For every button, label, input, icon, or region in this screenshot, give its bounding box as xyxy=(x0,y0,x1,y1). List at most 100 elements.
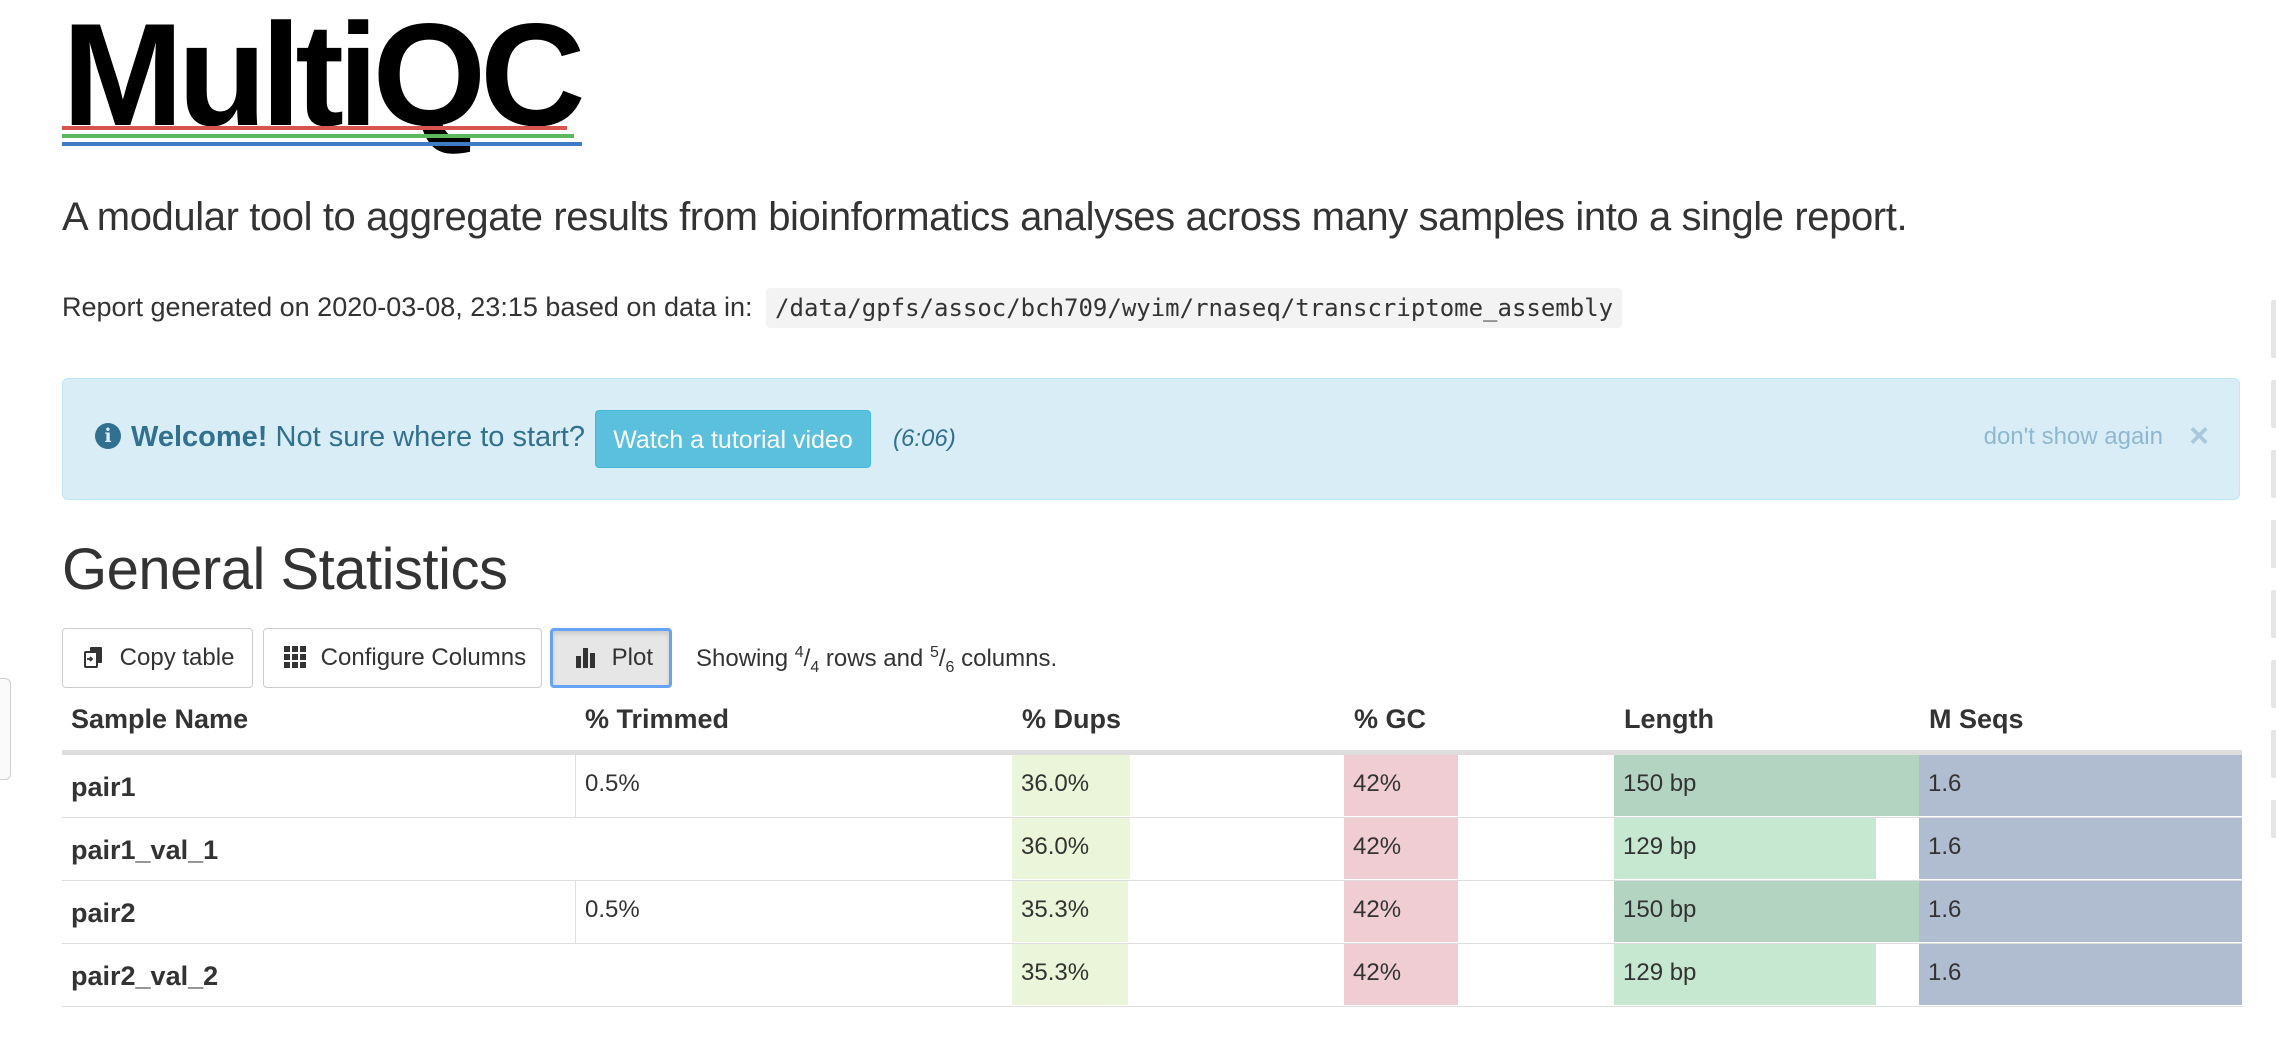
rows-total: 4 xyxy=(810,658,820,676)
length-cell: 150 bp xyxy=(1614,755,1919,817)
welcome-bold: Welcome! xyxy=(131,421,268,453)
length-value: 150 bp xyxy=(1623,770,1697,797)
table-row: pair1 0.5% 36.0% 42% 150 bp 1.6 xyxy=(62,755,2242,818)
welcome-alert: i Welcome! Not sure where to start? Watc… xyxy=(62,378,2240,500)
logo-lines xyxy=(62,126,582,150)
rows-shown: 4 xyxy=(794,644,804,661)
length-bar xyxy=(1614,818,1876,879)
configure-columns-label: Configure Columns xyxy=(320,644,527,671)
table-body: pair1 0.5% 36.0% 42% 150 bp 1.6 pair1_val_1 36.… xyxy=(62,755,2242,1007)
toolbox-handle[interactable] xyxy=(2271,590,2276,638)
mseqs-cell: 1.6 xyxy=(1919,881,2242,943)
sample-name-cell: pair1_val_1 xyxy=(71,835,219,865)
mseqs-value: 1.6 xyxy=(1928,833,1962,860)
logo-text: MultiQC xyxy=(62,0,586,156)
length-cell: 129 bp xyxy=(1614,944,1919,1006)
info-circle-icon: i xyxy=(95,423,121,449)
gc-value: 42% xyxy=(1353,770,1402,797)
report-generated-text: Report generated on 2020-03-08, 23:15 ba… xyxy=(62,292,753,322)
plot-button[interactable]: Plot xyxy=(550,628,672,688)
side-panel-handle[interactable] xyxy=(0,678,11,780)
report-info: Report generated on 2020-03-08, 23:15 ba… xyxy=(62,288,1623,328)
gc-cell: 42% xyxy=(1344,755,1614,817)
dups-value: 36.0% xyxy=(1021,833,1090,860)
tagline: A modular tool to aggregate results from… xyxy=(62,195,1908,239)
copy-icon xyxy=(84,646,102,668)
mseqs-cell: 1.6 xyxy=(1919,755,2242,817)
length-bar xyxy=(1614,944,1876,1005)
close-icon[interactable]: × xyxy=(2189,417,2209,455)
rows-columns-summary: Showing 4/4 rows and 5/6 columns. xyxy=(696,644,1058,676)
general-stats-table: Sample Name % Trimmed % Dups % GC Length… xyxy=(62,698,2242,1007)
trimmed-value: 0.5% xyxy=(585,896,640,923)
toolbox-handle[interactable] xyxy=(2271,450,2276,498)
data-path: /data/gpfs/assoc/bch709/wyim/rnaseq/tran… xyxy=(766,288,1623,328)
gc-value: 42% xyxy=(1353,896,1402,923)
report-page: MultiQC A modular tool to aggregate resu… xyxy=(62,0,2242,1007)
grid-icon xyxy=(284,645,306,668)
toolbox-handle[interactable] xyxy=(2271,520,2276,568)
gc-bar xyxy=(1344,755,1458,816)
sample-name-cell: pair1 xyxy=(71,772,136,802)
dups-cell: 35.3% xyxy=(1012,944,1344,1006)
rows-word: rows and xyxy=(825,645,924,672)
toolbox-handle[interactable] xyxy=(2271,380,2276,428)
copy-table-button[interactable]: Copy table xyxy=(62,628,253,688)
dups-bar xyxy=(1012,881,1128,942)
watch-tutorial-button[interactable]: Watch a tutorial video xyxy=(595,410,871,468)
length-cell: 129 bp xyxy=(1614,818,1919,880)
toolbox-handle[interactable] xyxy=(2271,660,2276,708)
dont-show-again-link[interactable]: don't show again xyxy=(1983,423,2163,450)
header-gc[interactable]: % GC xyxy=(1354,704,1427,734)
gc-value: 42% xyxy=(1353,833,1402,860)
length-bar xyxy=(1614,881,1919,942)
toolbox-handle[interactable] xyxy=(2271,800,2276,838)
configure-columns-button[interactable]: Configure Columns xyxy=(263,628,542,688)
toolbox-handle[interactable] xyxy=(2271,300,2276,358)
sample-name-cell: pair2 xyxy=(71,898,136,928)
toolbox-handle[interactable] xyxy=(2271,730,2276,778)
dups-bar xyxy=(1012,818,1130,879)
sample-name-cell: pair2_val_2 xyxy=(71,961,219,991)
trimmed-cell xyxy=(575,818,1012,880)
cols-word: columns. xyxy=(961,645,1058,672)
gc-cell: 42% xyxy=(1344,818,1614,880)
mseqs-bar xyxy=(1919,944,2242,1005)
multiqc-logo[interactable]: MultiQC xyxy=(62,0,592,150)
bar-chart-icon xyxy=(576,647,595,668)
section-title: General Statistics xyxy=(62,537,508,602)
mseqs-bar xyxy=(1919,818,2242,879)
table-row: pair1_val_1 36.0% 42% 129 bp 1.6 xyxy=(62,818,2242,881)
mseqs-value: 1.6 xyxy=(1928,896,1962,923)
cols-total: 6 xyxy=(945,658,955,676)
trimmed-cell: 0.5% xyxy=(575,881,1013,943)
mseqs-value: 1.6 xyxy=(1928,770,1962,797)
header-mseqs[interactable]: M Seqs xyxy=(1929,704,2024,734)
cols-shown: 5 xyxy=(929,644,939,661)
length-cell: 150 bp xyxy=(1614,881,1919,943)
logo-line-green xyxy=(62,134,574,138)
dups-bar xyxy=(1012,755,1130,816)
mseqs-value: 1.6 xyxy=(1928,959,1962,986)
dups-cell: 35.3% xyxy=(1012,881,1344,943)
dups-cell: 36.0% xyxy=(1012,818,1344,880)
gc-bar xyxy=(1344,881,1458,942)
gc-value: 42% xyxy=(1353,959,1402,986)
mseqs-cell: 1.6 xyxy=(1919,944,2242,1006)
gc-cell: 42% xyxy=(1344,881,1614,943)
length-value: 129 bp xyxy=(1623,833,1697,860)
header-length[interactable]: Length xyxy=(1624,704,1714,734)
dups-bar xyxy=(1012,944,1128,1005)
header-dups[interactable]: % Dups xyxy=(1022,704,1122,734)
header-sample-name[interactable]: Sample Name xyxy=(71,704,249,734)
copy-table-label: Copy table xyxy=(119,644,235,671)
table-row: pair2_val_2 35.3% 42% 129 bp 1.6 xyxy=(62,944,2242,1007)
trimmed-cell xyxy=(575,944,1012,1006)
welcome-text: Not sure where to start? xyxy=(275,421,585,453)
length-value: 129 bp xyxy=(1623,959,1697,986)
header-trimmed[interactable]: % Trimmed xyxy=(585,704,730,734)
welcome-message: Welcome! Not sure where to start? xyxy=(131,421,585,454)
logo-line-blue xyxy=(62,142,582,146)
plot-label: Plot xyxy=(611,644,654,671)
dups-value: 35.3% xyxy=(1021,896,1090,923)
